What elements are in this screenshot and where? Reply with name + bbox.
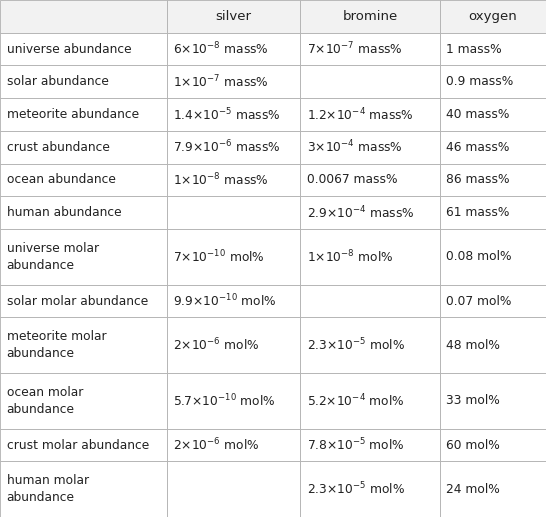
Text: 40 mass%: 40 mass% (446, 108, 509, 121)
Bar (300, 0, 440, 33)
Bar (440, 196, 546, 229)
Text: $1.4{\times}10^{-5}$ mass%: $1.4{\times}10^{-5}$ mass% (173, 106, 281, 123)
Bar (167, 373, 300, 429)
Bar (167, 429, 300, 461)
Text: silver: silver (216, 10, 251, 23)
Bar (0, 0, 167, 33)
Text: 33 mol%: 33 mol% (446, 394, 500, 407)
Text: human abundance: human abundance (7, 206, 121, 219)
Bar (167, 33, 300, 66)
Text: $5.2{\times}10^{-4}$ mol%: $5.2{\times}10^{-4}$ mol% (307, 392, 404, 409)
Bar (167, 461, 300, 517)
Bar (167, 98, 300, 131)
Bar (0, 229, 167, 285)
Text: $2{\times}10^{-6}$ mol%: $2{\times}10^{-6}$ mol% (173, 437, 259, 453)
Text: 48 mol%: 48 mol% (446, 339, 500, 352)
Text: $2.3{\times}10^{-5}$ mol%: $2.3{\times}10^{-5}$ mol% (307, 337, 405, 354)
Bar (167, 285, 300, 317)
Text: bromine: bromine (342, 10, 397, 23)
Text: 60 mol%: 60 mol% (446, 438, 500, 451)
Bar (167, 163, 300, 196)
Text: $9.9{\times}10^{-10}$ mol%: $9.9{\times}10^{-10}$ mol% (173, 293, 277, 309)
Bar (300, 461, 440, 517)
Text: 0.0067 mass%: 0.0067 mass% (307, 174, 397, 187)
Bar (440, 285, 546, 317)
Text: 0.07 mol%: 0.07 mol% (446, 295, 512, 308)
Bar (300, 98, 440, 131)
Text: universe molar
abundance: universe molar abundance (7, 242, 99, 272)
Bar (440, 229, 546, 285)
Bar (0, 196, 167, 229)
Bar (300, 131, 440, 163)
Text: $1{\times}10^{-8}$ mol%: $1{\times}10^{-8}$ mol% (307, 249, 393, 265)
Bar (440, 98, 546, 131)
Bar (440, 163, 546, 196)
Text: $2.3{\times}10^{-5}$ mol%: $2.3{\times}10^{-5}$ mol% (307, 481, 405, 497)
Text: $3{\times}10^{-4}$ mass%: $3{\times}10^{-4}$ mass% (307, 139, 402, 156)
Bar (300, 66, 440, 98)
Bar (0, 163, 167, 196)
Text: $7.9{\times}10^{-6}$ mass%: $7.9{\times}10^{-6}$ mass% (173, 139, 281, 156)
Bar (300, 429, 440, 461)
Text: meteorite molar
abundance: meteorite molar abundance (7, 330, 106, 360)
Bar (440, 317, 546, 373)
Text: solar abundance: solar abundance (7, 75, 109, 88)
Bar (0, 98, 167, 131)
Bar (300, 33, 440, 66)
Text: $7{\times}10^{-7}$ mass%: $7{\times}10^{-7}$ mass% (307, 41, 402, 57)
Bar (167, 317, 300, 373)
Bar (0, 285, 167, 317)
Bar (0, 429, 167, 461)
Bar (300, 373, 440, 429)
Text: crust abundance: crust abundance (7, 141, 109, 154)
Text: $7{\times}10^{-10}$ mol%: $7{\times}10^{-10}$ mol% (173, 249, 265, 265)
Text: 0.08 mol%: 0.08 mol% (446, 250, 512, 263)
Text: ocean abundance: ocean abundance (7, 174, 115, 187)
Text: 0.9 mass%: 0.9 mass% (446, 75, 513, 88)
Bar (167, 0, 300, 33)
Bar (0, 317, 167, 373)
Text: $2.9{\times}10^{-4}$ mass%: $2.9{\times}10^{-4}$ mass% (307, 204, 414, 221)
Bar (300, 229, 440, 285)
Text: 86 mass%: 86 mass% (446, 174, 509, 187)
Bar (300, 196, 440, 229)
Text: $1{\times}10^{-8}$ mass%: $1{\times}10^{-8}$ mass% (173, 172, 269, 188)
Bar (440, 0, 546, 33)
Text: $7.8{\times}10^{-5}$ mol%: $7.8{\times}10^{-5}$ mol% (307, 437, 405, 453)
Text: $5.7{\times}10^{-10}$ mol%: $5.7{\times}10^{-10}$ mol% (173, 392, 276, 409)
Text: meteorite abundance: meteorite abundance (7, 108, 139, 121)
Text: $6{\times}10^{-8}$ mass%: $6{\times}10^{-8}$ mass% (173, 41, 269, 57)
Bar (440, 33, 546, 66)
Bar (167, 131, 300, 163)
Bar (0, 33, 167, 66)
Text: solar molar abundance: solar molar abundance (7, 295, 148, 308)
Bar (300, 285, 440, 317)
Bar (167, 229, 300, 285)
Bar (440, 373, 546, 429)
Bar (440, 461, 546, 517)
Bar (440, 131, 546, 163)
Bar (167, 196, 300, 229)
Text: ocean molar
abundance: ocean molar abundance (7, 386, 83, 416)
Text: crust molar abundance: crust molar abundance (7, 438, 149, 451)
Bar (0, 131, 167, 163)
Text: 46 mass%: 46 mass% (446, 141, 509, 154)
Bar (440, 429, 546, 461)
Bar (0, 373, 167, 429)
Bar (300, 317, 440, 373)
Text: human molar
abundance: human molar abundance (7, 474, 88, 504)
Bar (0, 461, 167, 517)
Bar (300, 163, 440, 196)
Text: universe abundance: universe abundance (7, 42, 131, 56)
Text: $2{\times}10^{-6}$ mol%: $2{\times}10^{-6}$ mol% (173, 337, 259, 354)
Text: $1.2{\times}10^{-4}$ mass%: $1.2{\times}10^{-4}$ mass% (307, 106, 414, 123)
Text: oxygen: oxygen (468, 10, 517, 23)
Bar (0, 66, 167, 98)
Text: 61 mass%: 61 mass% (446, 206, 509, 219)
Text: 24 mol%: 24 mol% (446, 483, 500, 496)
Bar (167, 66, 300, 98)
Text: $1{\times}10^{-7}$ mass%: $1{\times}10^{-7}$ mass% (173, 73, 269, 90)
Text: 1 mass%: 1 mass% (446, 42, 502, 56)
Bar (440, 66, 546, 98)
